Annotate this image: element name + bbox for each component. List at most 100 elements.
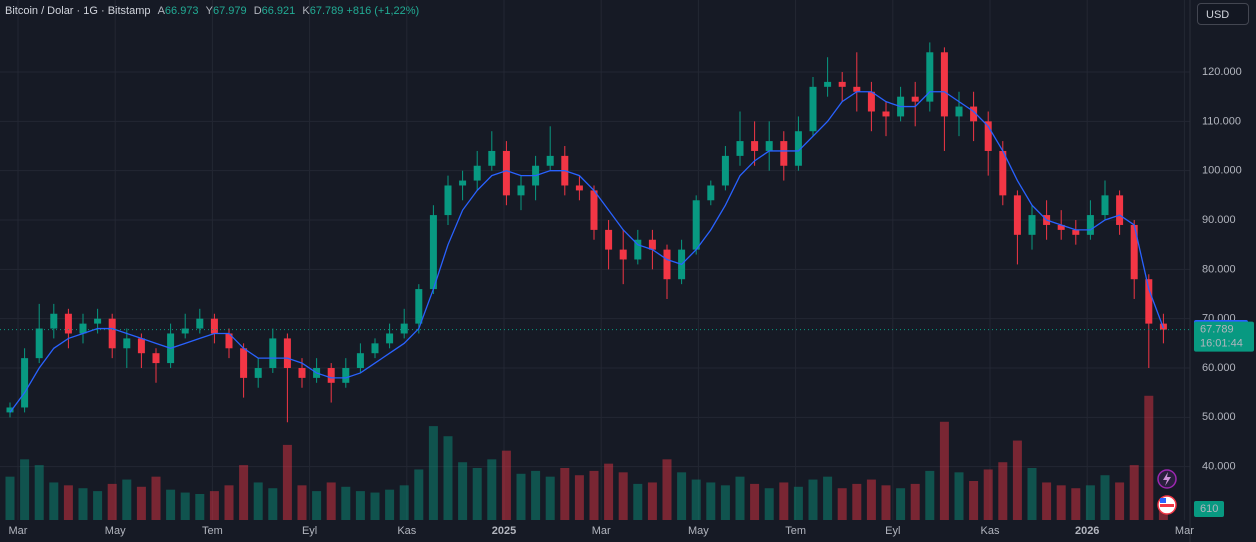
- volume-bar: [983, 469, 993, 520]
- symbol-header: Bitcoin / Dolar · 1G · Bitstamp A66.973 …: [5, 5, 419, 17]
- volume-bar: [969, 481, 979, 520]
- candle-body: [488, 150, 496, 166]
- volume-bar: [720, 485, 730, 520]
- volume-bar: [78, 488, 88, 520]
- candle-body: [575, 185, 583, 191]
- candle-body: [444, 185, 452, 216]
- change: +816 (+1,22%): [346, 5, 420, 17]
- volume-bar: [20, 459, 30, 520]
- volume-bar: [63, 485, 73, 520]
- volume-bar: [604, 463, 614, 520]
- x-tick-label: Mar: [1175, 525, 1194, 537]
- candle-body: [619, 249, 627, 260]
- candle-body: [269, 338, 277, 369]
- volume-bar: [5, 476, 15, 520]
- candle-body: [605, 229, 613, 250]
- candle-body: [327, 368, 335, 383]
- candle-body: [6, 407, 14, 413]
- volume-bar: [1144, 395, 1154, 520]
- candle-body: [648, 239, 656, 250]
- candle-body: [999, 150, 1007, 196]
- volume-bar: [1085, 485, 1095, 520]
- ohlc-value: 67.789: [309, 5, 344, 17]
- volume-label: 610: [1200, 503, 1218, 515]
- candle-body: [123, 338, 131, 349]
- candle-body: [79, 323, 87, 334]
- volume-bar: [1100, 475, 1110, 520]
- volume-bar: [925, 470, 935, 520]
- flag-stripe: [1160, 504, 1174, 507]
- volume-bar: [896, 488, 906, 520]
- ohlc-value: 66.921: [261, 5, 296, 17]
- candle-body: [225, 333, 233, 349]
- volume-bar: [268, 488, 278, 520]
- volume-bar: [764, 488, 774, 520]
- candle-body: [210, 318, 218, 334]
- volume-bar: [458, 462, 468, 520]
- volume-bar: [633, 483, 643, 520]
- volume-bar: [370, 492, 380, 520]
- price-axis: [1190, 0, 1256, 542]
- volume-bar: [735, 476, 745, 520]
- candle-body: [181, 328, 189, 334]
- candle-body: [502, 150, 510, 196]
- volume-bar: [239, 465, 249, 520]
- candle-body: [838, 81, 846, 87]
- volume-bar: [706, 482, 716, 520]
- price-label: 67.789: [1200, 323, 1234, 335]
- volume-bar: [107, 483, 117, 520]
- volume-label-bg: [1194, 501, 1224, 517]
- volume-bar: [837, 488, 847, 520]
- candle-body: [590, 190, 598, 230]
- volume-bar: [385, 489, 395, 520]
- candle-body: [824, 81, 832, 87]
- candle-body: [35, 328, 43, 359]
- ohlc-key: D: [253, 5, 262, 17]
- volume-bar: [49, 482, 59, 520]
- x-tick-label: May: [105, 525, 126, 537]
- price-label-bg: [1194, 321, 1254, 352]
- volume-bar: [93, 491, 103, 520]
- volume-bar: [312, 491, 322, 520]
- x-tick-label: May: [688, 525, 709, 537]
- volume-bar: [618, 472, 628, 520]
- y-tick-label: 120.000: [1202, 66, 1242, 78]
- candle-body: [926, 52, 934, 102]
- candle-body: [955, 106, 963, 117]
- volume-bar: [1115, 482, 1125, 520]
- candle-body: [21, 358, 29, 408]
- candle-body: [853, 86, 861, 92]
- x-tick-label: Tem: [785, 525, 806, 537]
- volume-bar: [531, 470, 541, 520]
- candle-body: [634, 239, 642, 260]
- candle-body: [283, 338, 291, 369]
- candle-body: [137, 338, 145, 354]
- ohlc-key: A: [157, 5, 165, 17]
- candle-body: [371, 343, 379, 354]
- volume-bar: [852, 483, 862, 520]
- volume-bar: [1056, 485, 1066, 520]
- countdown: 16:01:44: [1200, 337, 1243, 349]
- candle-body: [1072, 229, 1080, 235]
- volume-bar: [166, 489, 176, 520]
- y-tick-label: 50.000: [1202, 411, 1236, 423]
- candle-body: [342, 368, 350, 383]
- x-tick-label: Mar: [9, 525, 28, 537]
- time-axis: [0, 520, 1256, 542]
- candle-body: [970, 106, 978, 122]
- volume-bar: [122, 479, 132, 520]
- currency-button[interactable]: USD: [1197, 3, 1249, 25]
- candle-body: [473, 165, 481, 181]
- x-tick-label: Tem: [202, 525, 223, 537]
- candle-body: [50, 313, 58, 329]
- ohlc-value: 66.973: [164, 5, 199, 17]
- candle-body: [415, 289, 423, 324]
- candle-body: [707, 185, 715, 201]
- candle-body: [911, 96, 919, 102]
- volume-bar: [939, 421, 949, 520]
- candle-body: [1116, 195, 1124, 225]
- volume-bar: [282, 444, 292, 520]
- candle-body: [692, 200, 700, 250]
- candle-body: [809, 86, 817, 132]
